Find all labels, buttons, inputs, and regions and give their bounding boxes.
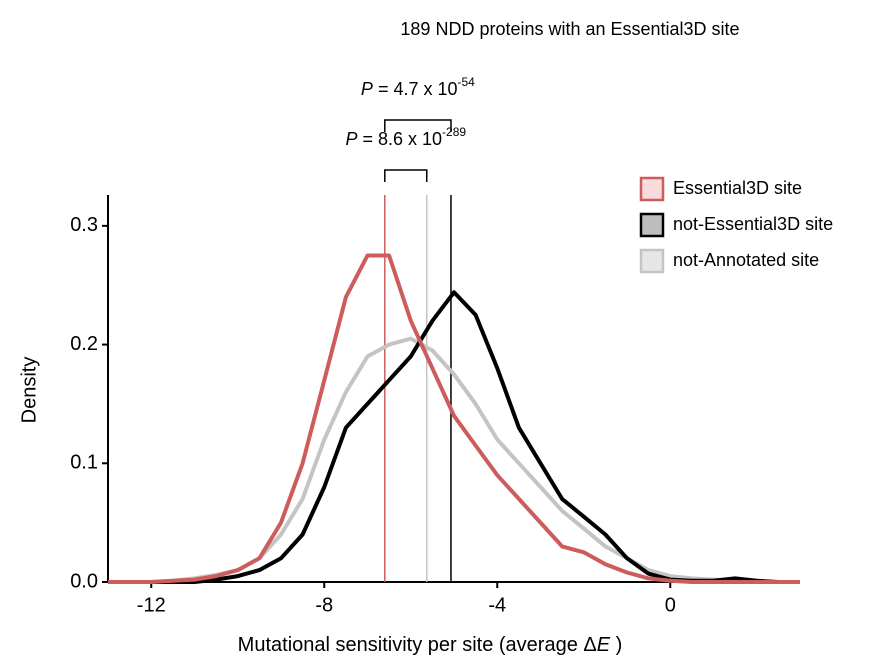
x-tick-label: 0 (665, 594, 676, 616)
p-exponent: -289 (442, 125, 466, 139)
p-value: P = 8.6 x 10-289 (345, 125, 466, 149)
p-text: = 4.7 x 10 (373, 79, 458, 99)
legend-swatch (639, 248, 665, 274)
x-tick-label: -4 (488, 594, 506, 616)
y-axis-label: Density (18, 357, 40, 424)
legend-label: Essential3D site (673, 178, 802, 198)
legend-label: not-Annotated site (673, 250, 819, 270)
x-axis-label-text: Mutational sensitivity per site (average… (238, 634, 597, 656)
bracket (384, 119, 452, 132)
p-symbol: P (345, 129, 357, 149)
x-axis-label-end: ) (610, 634, 622, 656)
p-text: = 8.6 x 10 (357, 129, 442, 149)
p-symbol: P (361, 79, 373, 99)
p-value: P = 4.7 x 10-54 (361, 75, 475, 99)
legend-label: not-Essential3D site (673, 214, 833, 234)
p-exponent: -54 (458, 75, 476, 89)
density-line (108, 290, 800, 584)
x-tick-label: -8 (315, 594, 333, 616)
x-axis-label-italic: E (597, 634, 611, 656)
legend-swatch (639, 212, 665, 238)
bracket (384, 169, 428, 182)
y-tick-label: 0.3 (70, 214, 98, 236)
y-tick-label: 0.2 (70, 333, 98, 355)
x-axis-label: Mutational sensitivity per site (average… (238, 634, 623, 656)
chart-title: 189 NDD proteins with an Essential3D sit… (400, 19, 739, 39)
legend-swatch (639, 176, 665, 202)
x-tick-label: -12 (137, 594, 166, 616)
y-tick-label: 0.1 (70, 452, 98, 474)
density-line (108, 336, 800, 584)
density-line (108, 253, 800, 584)
y-tick-label: 0.0 (70, 570, 98, 592)
